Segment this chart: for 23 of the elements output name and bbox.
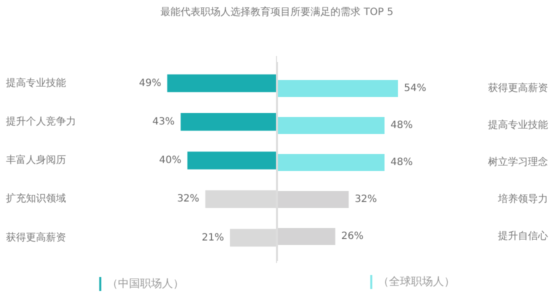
data-label: 21% [202,232,224,244]
data-label: 40% [159,155,182,166]
y-tick-label: 提高专业技能 [6,76,66,89]
y-tick-label: 提升个人竞争力 [6,115,76,128]
legend-label: （全球职场人） [378,274,455,288]
y-tick-label: 提升自信心 [498,230,548,242]
y-tick-label: 获得更高薪资 [6,231,66,244]
data-label: 32% [177,194,200,205]
data-label: 43% [152,116,175,128]
legend-label: （中国职场人） [106,276,184,290]
data-label: 48% [390,120,413,132]
data-label: 48% [390,157,413,168]
data-label: 32% [354,194,377,206]
data-label: 26% [341,231,364,242]
y-tick-label: 提高专业技能 [488,119,548,132]
data-label: 54% [404,83,426,94]
y-tick-label: 扩充知识领域 [6,192,66,205]
y-tick-label: 丰富人身阅历 [6,154,66,166]
y-tick-label: 培养领导力 [497,193,548,206]
chart-title: 最能代表职场人选择教育项目所要满足的需求 TOP 5 [160,6,394,20]
data-label: 49% [138,78,162,89]
y-tick-label: 树立学习理念 [488,156,548,168]
y-tick-label: 获得更高薪资 [488,82,548,94]
